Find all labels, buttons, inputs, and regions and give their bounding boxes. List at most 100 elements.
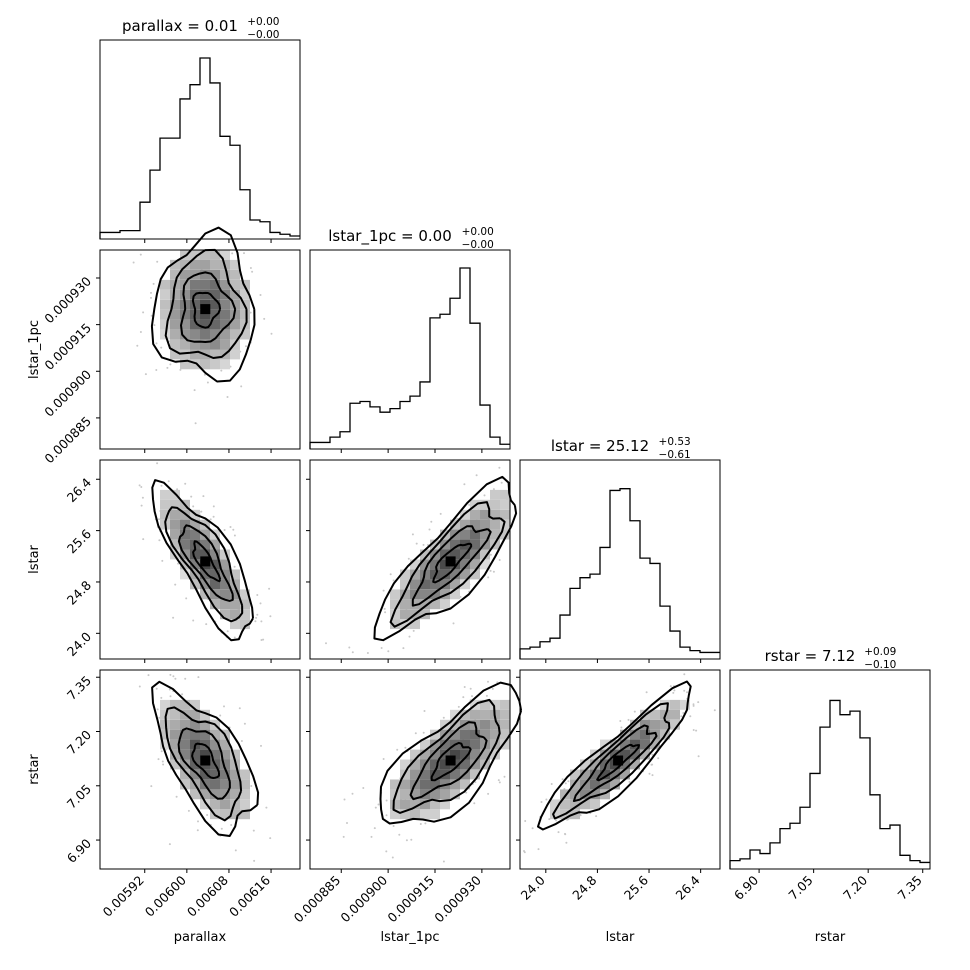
density-pixel (210, 359, 220, 370)
contour-level (191, 291, 222, 329)
sample-point (254, 620, 257, 623)
sample-point (474, 781, 477, 784)
sample-point (197, 820, 199, 823)
density-pixel (200, 259, 210, 270)
density-pixel (170, 529, 180, 540)
sample-point (498, 781, 501, 784)
density-pixel (470, 749, 480, 760)
sample-point (692, 704, 695, 707)
sample-point (485, 694, 488, 697)
density-pixel (470, 519, 480, 530)
density-pixel (230, 599, 240, 610)
x-axis-label: rstar (815, 930, 846, 945)
sample-point (389, 573, 392, 576)
contour-level (177, 727, 231, 800)
contour-level (392, 698, 501, 814)
density-pixel (400, 799, 410, 810)
density-pixel (680, 699, 690, 710)
density-pixel (470, 709, 480, 720)
sample-point (385, 850, 388, 853)
density-pixel (200, 289, 210, 300)
density-pixel (190, 349, 200, 360)
density-pixel (210, 539, 220, 550)
density-pixel (450, 709, 460, 720)
sample-point (452, 622, 455, 625)
density-pixel (180, 349, 190, 360)
contour-level (192, 540, 222, 583)
density-pixel (210, 799, 220, 810)
density-pixel (170, 299, 180, 310)
density-pixel (180, 359, 190, 370)
density-pixel (400, 619, 410, 630)
contour-level (177, 524, 234, 602)
sample-point (463, 483, 466, 486)
density-pixel (220, 250, 230, 260)
density-pixel (500, 719, 510, 730)
density-pixel (550, 809, 560, 820)
sample-point (325, 642, 327, 645)
density-pixel (240, 789, 250, 800)
sample-point (205, 623, 208, 626)
density-pixel (570, 799, 580, 810)
sample-point (523, 850, 525, 852)
density-peak (200, 556, 211, 567)
density-pixel (410, 769, 420, 780)
density-pixel (400, 759, 410, 770)
density-pixel (410, 559, 420, 570)
density-pixel (220, 299, 230, 310)
title-lower-error: −0.61 (659, 449, 691, 461)
density-pixel (210, 339, 220, 350)
density-pixel (440, 599, 450, 610)
sample-point (683, 689, 686, 692)
sample-point (260, 620, 263, 623)
density-pixel (470, 559, 480, 570)
density-pixel (230, 619, 240, 630)
density-pixel (670, 709, 680, 720)
sample-point (140, 504, 143, 507)
contour-level (150, 226, 256, 383)
sample-point (150, 296, 152, 299)
density-pixel (200, 789, 210, 800)
density-pixel (480, 699, 490, 710)
density-pixel (640, 729, 650, 740)
density-pixel (480, 509, 490, 520)
density-pixel (430, 759, 440, 770)
density-pixel (170, 329, 180, 340)
density-pixel (590, 749, 600, 760)
contour-level (432, 542, 473, 584)
density-pixel (480, 559, 490, 570)
panel-title: rstar = 7.12 (765, 647, 856, 665)
density-pixel (170, 699, 180, 710)
sample-point (377, 803, 380, 806)
density-pixel (470, 539, 480, 550)
title-upper-error: +0.09 (864, 646, 896, 658)
sample-point (256, 594, 259, 596)
density-pixel (470, 529, 480, 540)
sample-point (682, 712, 685, 714)
density-pixel (240, 799, 250, 810)
density-pixel (170, 749, 180, 760)
density-pixel (180, 739, 190, 750)
density-pixel (470, 739, 480, 750)
density-pixel (460, 519, 470, 530)
density-pixel (190, 259, 200, 270)
sample-point (161, 760, 164, 763)
density-pixel (480, 709, 490, 720)
density-pixel (180, 519, 190, 530)
density-pixel (500, 489, 510, 500)
title-upper-error: +0.00 (462, 226, 494, 238)
sample-point (231, 252, 234, 255)
sample-point (689, 715, 692, 718)
sample-point (382, 589, 385, 592)
density-peak (445, 556, 456, 567)
sample-point (232, 528, 235, 531)
density-pixel (210, 309, 220, 320)
histogram-panel-lstar: lstar = 25.12 +0.53−0.61 (519, 436, 721, 660)
density-pixel (500, 709, 510, 720)
sample-point (160, 696, 163, 699)
sample-point (419, 823, 422, 825)
sample-point (492, 488, 495, 491)
density-pixel (400, 789, 410, 800)
density-pixel (630, 759, 640, 770)
density-pixel (200, 549, 210, 560)
